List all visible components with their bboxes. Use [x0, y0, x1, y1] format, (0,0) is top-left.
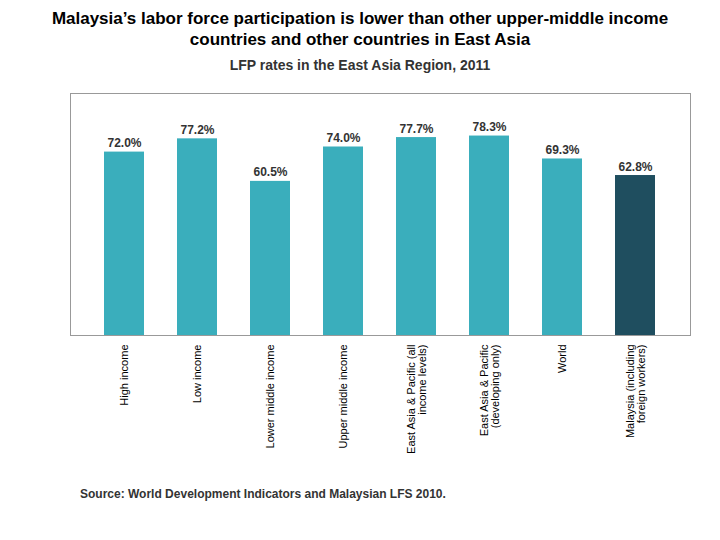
- svg-text:East Asia & Pacific (allincome: East Asia & Pacific (allincome levels): [405, 344, 428, 453]
- svg-text:Lower middle income: Lower middle income: [264, 344, 276, 448]
- html-text:Malaysia’s labor force partici: Malaysia’s labor force participation is …: [51, 9, 669, 28]
- svg-text:East Asia & Pacific(developing: East Asia & Pacific(developing only): [478, 344, 501, 436]
- svg-text:World: World: [556, 344, 568, 373]
- svg-text:62.8%: 62.8%: [618, 159, 652, 173]
- svg-text:78.3%: 78.3%: [472, 120, 506, 134]
- svg-text:69.3%: 69.3%: [545, 142, 579, 156]
- svg-text:72.0%: 72.0%: [107, 136, 141, 150]
- svg-text:60.5%: 60.5%: [253, 165, 287, 179]
- html-text:countries and other countries: countries and other countries in East As…: [189, 30, 531, 50]
- html-text:Source: World Development Indi: Source: World Development Indicators and…: [80, 486, 446, 501]
- svg-text:High income: High income: [118, 344, 130, 405]
- html-text:LFP rates in the East Asia Reg: LFP rates in the East Asia Region, 2011: [229, 56, 491, 73]
- svg-text:77.7%: 77.7%: [399, 121, 433, 135]
- svg-text:Upper middle income: Upper middle income: [337, 344, 349, 448]
- svg-text:74.0%: 74.0%: [326, 130, 360, 144]
- svg-text:77.2%: 77.2%: [180, 122, 214, 136]
- svg-text:Low income: Low income: [191, 344, 203, 403]
- svg-text:Malaysia (includingforeign wor: Malaysia (includingforeign workers): [624, 344, 647, 438]
